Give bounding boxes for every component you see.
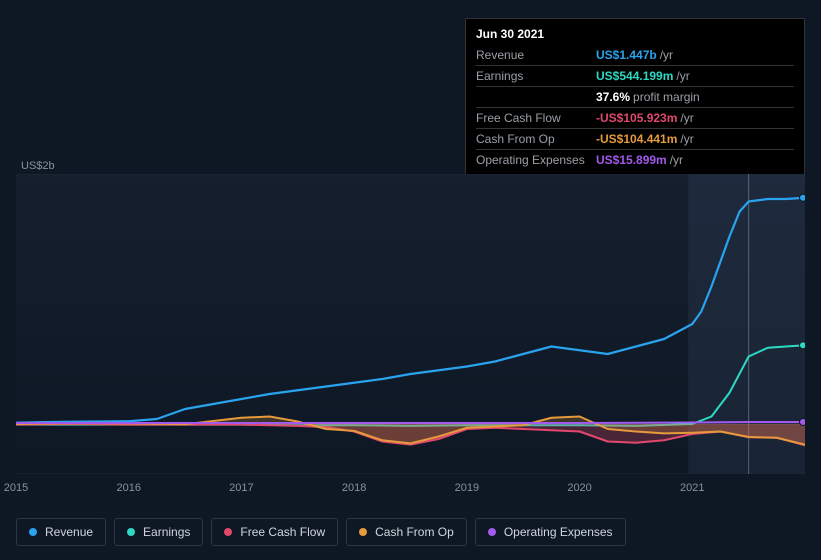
tooltip-row-label: Free Cash Flow [476, 108, 596, 129]
legend-item-label: Earnings [143, 525, 190, 539]
y-axis-tick-label: US$2b [21, 160, 55, 172]
x-axis-tick-label: 2020 [567, 482, 591, 494]
tooltip-date: Jun 30 2021 [476, 25, 794, 45]
chart-plot[interactable] [16, 174, 805, 474]
tooltip-row-label [476, 87, 596, 108]
tooltip-row-value: -US$104.441m/yr [596, 129, 794, 150]
tooltip-row: Free Cash Flow-US$105.923m/yr [476, 108, 794, 129]
legend-item-label: Free Cash Flow [240, 525, 325, 539]
x-axis-tick-label: 2015 [4, 482, 28, 494]
chart-container: US$2bUS$0-US$400m 2015201620172018201920… [16, 150, 805, 495]
x-axis-tick-label: 2017 [229, 482, 253, 494]
x-axis-tick-label: 2018 [342, 482, 366, 494]
legend-item[interactable]: Earnings [114, 518, 203, 546]
tooltip-row-value: US$544.199m/yr [596, 66, 794, 87]
tooltip-row-value: -US$105.923m/yr [596, 108, 794, 129]
tooltip-row: RevenueUS$1.447b/yr [476, 45, 794, 66]
tooltip-row-label: Cash From Op [476, 129, 596, 150]
legend-item-label: Cash From Op [375, 525, 454, 539]
x-axis-tick-label: 2019 [455, 482, 479, 494]
x-axis-tick-label: 2016 [116, 482, 140, 494]
tooltip-row: EarningsUS$544.199m/yr [476, 66, 794, 87]
legend-item-label: Revenue [45, 525, 93, 539]
tooltip-row: 37.6%profit margin [476, 87, 794, 108]
tooltip-row-label: Revenue [476, 45, 596, 66]
chart-legend: Revenue Earnings Free Cash Flow Cash From O… [16, 518, 626, 546]
legend-dot-icon [488, 528, 496, 536]
x-axis-tick-label: 2021 [680, 482, 704, 494]
legend-item[interactable]: Revenue [16, 518, 106, 546]
tooltip-row-value: US$1.447b/yr [596, 45, 794, 66]
legend-dot-icon [224, 528, 232, 536]
tooltip-row-label: Earnings [476, 66, 596, 87]
tooltip-row-value: 37.6%profit margin [596, 87, 794, 108]
legend-dot-icon [127, 528, 135, 536]
legend-dot-icon [29, 528, 37, 536]
legend-item-label: Operating Expenses [504, 525, 613, 539]
legend-item[interactable]: Operating Expenses [475, 518, 626, 546]
legend-item[interactable]: Free Cash Flow [211, 518, 338, 546]
legend-item[interactable]: Cash From Op [346, 518, 467, 546]
legend-dot-icon [359, 528, 367, 536]
tooltip-row: Cash From Op-US$104.441m/yr [476, 129, 794, 150]
